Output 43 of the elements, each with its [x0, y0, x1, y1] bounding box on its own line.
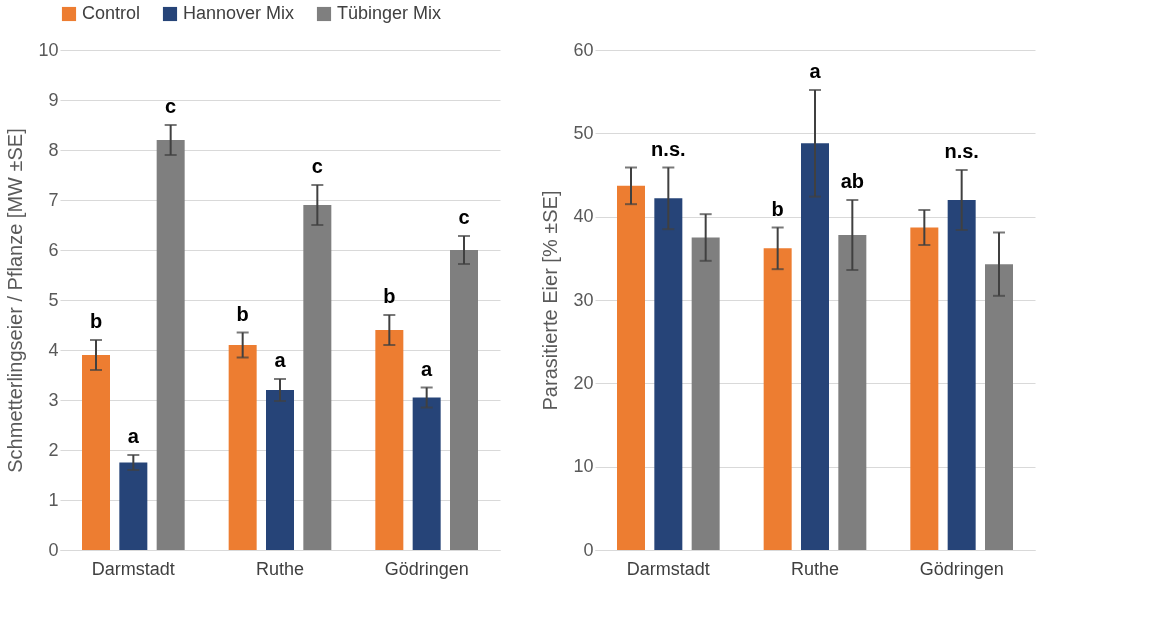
- y-axis-title: Parasitierte Eier [% ±SE]: [539, 190, 562, 411]
- x-tick-label: Darmstadt: [626, 558, 710, 579]
- y-tick-label: 60: [573, 39, 594, 60]
- y-tick-label: 7: [48, 189, 59, 210]
- data-label: n.s.: [651, 137, 686, 160]
- y-tick-label: 10: [573, 456, 594, 477]
- y-tick-label: 0: [583, 539, 594, 560]
- data-label: b: [771, 197, 784, 220]
- x-tick-label: Gödringen: [919, 558, 1004, 579]
- data-label: n.s.: [944, 140, 979, 162]
- x-tick-label: Ruthe: [255, 558, 305, 579]
- legend-label: Tübinger Mix: [337, 3, 442, 23]
- data-label: a: [274, 349, 287, 371]
- y-tick-label: 9: [48, 89, 59, 110]
- y-tick-label: 10: [38, 39, 59, 60]
- y-tick-label: 3: [48, 389, 59, 410]
- y-tick-label: 50: [573, 122, 594, 143]
- data-label: a: [127, 425, 140, 447]
- data-label: c: [458, 206, 470, 228]
- data-label: a: [809, 60, 822, 82]
- y-tick-label: 20: [573, 372, 594, 393]
- y-axis-title: Schmetterlingseier / Pflanze [MW ±SE]: [4, 128, 27, 473]
- y-tick-label: 8: [48, 139, 59, 160]
- y-tick-label: 40: [573, 206, 594, 227]
- x-tick-label: Gödringen: [384, 558, 469, 579]
- data-label: c: [311, 155, 323, 177]
- data-label: b: [236, 302, 249, 325]
- data-label: ab: [840, 170, 865, 192]
- data-label: a: [421, 357, 434, 380]
- legend-label: Hannover Mix: [183, 3, 295, 23]
- y-tick-label: 0: [48, 539, 59, 560]
- data-label: b: [89, 310, 103, 332]
- y-tick-label: 6: [48, 239, 59, 260]
- data-label: b: [383, 285, 396, 307]
- y-tick-label: 4: [48, 339, 59, 360]
- y-tick-label: 30: [573, 289, 594, 310]
- data-label: c: [165, 95, 177, 117]
- y-tick-label: 2: [48, 439, 59, 460]
- y-tick-label: 5: [48, 289, 59, 310]
- x-tick-label: Ruthe: [790, 558, 840, 579]
- y-tick-label: 1: [48, 489, 59, 510]
- x-tick-label: Darmstadt: [91, 558, 175, 579]
- legend-label: Control: [82, 3, 141, 23]
